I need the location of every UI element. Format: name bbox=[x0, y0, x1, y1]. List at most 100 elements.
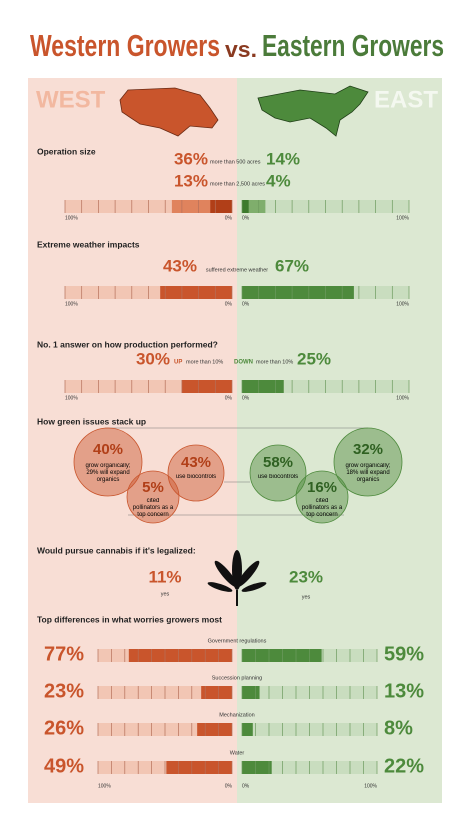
tick-label: 0% bbox=[242, 215, 250, 221]
section-heading: How green issues stack up bbox=[37, 416, 146, 426]
east-panel bbox=[237, 78, 442, 803]
worry-name: Succession planning bbox=[212, 675, 262, 681]
note-strong: DOWN bbox=[234, 360, 253, 366]
tick-label: 100% bbox=[396, 301, 409, 307]
bar bbox=[242, 200, 249, 213]
west-value: 77% bbox=[44, 643, 84, 665]
bubble-text: cited pollinators as a top concern bbox=[132, 498, 174, 518]
section-heading: Extreme weather impacts bbox=[37, 239, 140, 249]
west-value: 11% bbox=[148, 567, 181, 586]
bubble-text-box: cited pollinators as a top concern bbox=[132, 498, 174, 518]
bar bbox=[242, 286, 354, 299]
tick-label: 0% bbox=[225, 301, 233, 307]
section-heading: Operation size bbox=[37, 146, 96, 156]
bar bbox=[160, 286, 232, 299]
note-strong: UP bbox=[174, 360, 182, 366]
tick-label: 0% bbox=[225, 395, 233, 401]
section-heading: Would pursue cannabis if it's legalized: bbox=[37, 545, 196, 555]
east-value: 59% bbox=[384, 643, 424, 665]
west-value: 26% bbox=[44, 717, 84, 739]
east-value: 13% bbox=[384, 680, 424, 702]
worry-name: Mechanization bbox=[219, 712, 254, 718]
bubble-value: 16% bbox=[307, 479, 337, 496]
tick-label: 0% bbox=[242, 395, 250, 401]
bubble-value: 58% bbox=[263, 454, 293, 471]
bar bbox=[242, 761, 272, 774]
title-east: Eastern Growers bbox=[262, 28, 444, 63]
west-panel bbox=[28, 78, 237, 803]
bubble-text-box: grow organically; 18% will expand organi… bbox=[345, 463, 391, 483]
west-value: 23% bbox=[44, 680, 84, 702]
east-value: 22% bbox=[384, 755, 424, 777]
section-heading: Top differences in what worries growers … bbox=[37, 614, 222, 624]
bubble-value: 32% bbox=[353, 441, 383, 458]
bar bbox=[242, 686, 260, 699]
bubble bbox=[126, 470, 180, 524]
title-west: Western Growers bbox=[30, 28, 220, 63]
section-heading: No. 1 answer on how production performed… bbox=[37, 339, 218, 349]
value-note: yes bbox=[161, 591, 170, 597]
west-value: 36% bbox=[174, 149, 208, 168]
east-value: 4% bbox=[266, 171, 291, 190]
tick-label: 0% bbox=[225, 783, 233, 789]
value-note: suffered extreme weather bbox=[206, 267, 268, 273]
bubble-value: 40% bbox=[93, 441, 123, 458]
west-value: 30% bbox=[136, 349, 170, 368]
east-value: 8% bbox=[384, 717, 413, 739]
bubble-text-box: cited pollinators as a top concern bbox=[301, 498, 343, 518]
bar bbox=[242, 380, 284, 393]
tick-label: 100% bbox=[65, 301, 78, 307]
bubble-text-box: grow organically; 29% will expand organi… bbox=[85, 463, 131, 483]
tick-label: 100% bbox=[364, 783, 377, 789]
bar bbox=[128, 649, 232, 662]
bubble-value: 5% bbox=[142, 479, 164, 496]
east-value: 67% bbox=[275, 256, 309, 275]
tick-label: 0% bbox=[242, 783, 250, 789]
bubble bbox=[167, 444, 225, 502]
west-value: 43% bbox=[163, 256, 197, 275]
west-value: 13% bbox=[174, 171, 208, 190]
bubble-text: use biocontrols bbox=[175, 474, 217, 480]
title-vs: vs. bbox=[225, 37, 257, 62]
value-note: more than 2,500 acres bbox=[210, 181, 265, 187]
worry-name: Water bbox=[230, 750, 245, 756]
tick-label: 100% bbox=[98, 783, 111, 789]
value-note: more than 10% bbox=[186, 359, 223, 365]
bubble-text: cited pollinators as a top concern bbox=[301, 498, 343, 518]
east-value: 14% bbox=[266, 149, 300, 168]
bubble bbox=[295, 470, 349, 524]
east-label: EAST bbox=[374, 86, 438, 113]
bubble bbox=[249, 444, 307, 502]
bar bbox=[210, 200, 232, 213]
bubble-value: 43% bbox=[181, 454, 211, 471]
west-value: 49% bbox=[44, 755, 84, 777]
bar bbox=[181, 380, 232, 393]
west-map bbox=[119, 87, 219, 137]
bar bbox=[166, 761, 232, 774]
tick-label: 0% bbox=[225, 215, 233, 221]
bar bbox=[242, 649, 322, 662]
bubble-text-box: use biocontrols bbox=[175, 474, 217, 480]
east-map bbox=[257, 85, 369, 137]
tick-label: 0% bbox=[242, 301, 250, 307]
tick-label: 100% bbox=[396, 215, 409, 221]
bubble-text: grow organically; 29% will expand organi… bbox=[85, 463, 131, 483]
tick-label: 100% bbox=[65, 215, 78, 221]
bubble-text: use biocontrols bbox=[257, 474, 299, 480]
value-note: more than 10% bbox=[256, 359, 293, 365]
tick-label: 100% bbox=[65, 395, 78, 401]
worry-name: Government regulations bbox=[208, 638, 267, 644]
bar bbox=[201, 686, 232, 699]
bubble-text-box: use biocontrols bbox=[257, 474, 299, 480]
bubble-text: grow organically; 18% will expand organi… bbox=[345, 463, 391, 483]
bar bbox=[242, 723, 253, 736]
value-note: more than 500 acres bbox=[210, 159, 261, 165]
east-value: 25% bbox=[297, 349, 331, 368]
value-note: yes bbox=[302, 594, 311, 600]
bar bbox=[197, 723, 232, 736]
east-value: 23% bbox=[289, 567, 323, 586]
cannabis-leaf bbox=[207, 550, 267, 606]
bubble bbox=[333, 427, 403, 497]
bubble bbox=[73, 427, 143, 497]
